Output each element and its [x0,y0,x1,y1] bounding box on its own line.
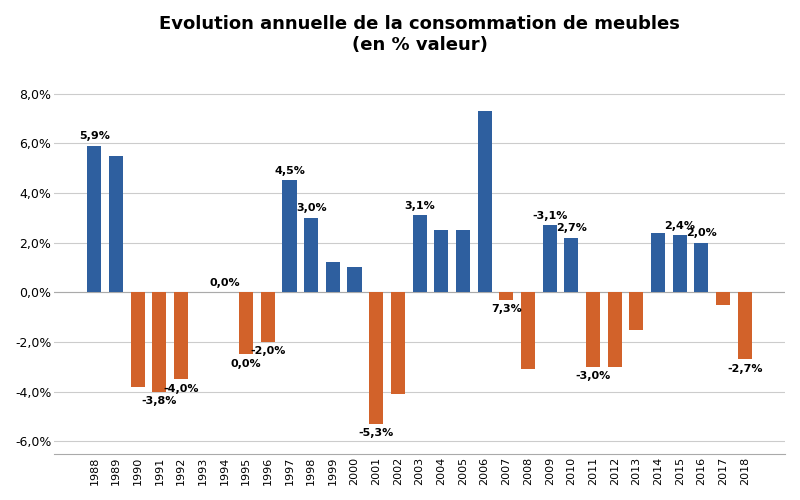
Text: 3,0%: 3,0% [296,204,326,214]
Text: -3,0%: -3,0% [575,372,610,382]
Text: 2,4%: 2,4% [664,220,695,230]
Bar [326,262,340,292]
Text: -2,7%: -2,7% [727,364,762,374]
Bar [239,292,254,354]
Bar [478,111,492,292]
Bar [130,292,145,386]
Text: 2,7%: 2,7% [556,223,586,233]
Bar [608,292,622,367]
Bar [456,230,470,292]
Bar [347,268,362,292]
Bar [282,180,297,292]
Bar [630,292,643,330]
Bar [673,235,686,292]
Bar [499,292,514,300]
Text: -3,1%: -3,1% [532,210,567,220]
Bar [716,292,730,304]
Bar [413,216,426,292]
Bar [174,292,188,380]
Bar [542,225,557,292]
Bar [261,292,275,342]
Text: 2,0%: 2,0% [686,228,717,238]
Bar [564,238,578,292]
Bar [369,292,383,424]
Bar [651,232,665,292]
Bar [87,146,102,292]
Text: -3,8%: -3,8% [142,396,177,406]
Text: -2,0%: -2,0% [250,346,286,356]
Title: Evolution annuelle de la consommation de meubles
(en % valeur): Evolution annuelle de la consommation de… [159,15,680,54]
Bar [391,292,405,394]
Text: 4,5%: 4,5% [274,166,305,176]
Text: 3,1%: 3,1% [404,201,435,211]
Bar [434,230,448,292]
Text: -4,0%: -4,0% [163,384,199,394]
Bar [153,292,166,392]
Text: 0,0%: 0,0% [209,278,240,288]
Text: -5,3%: -5,3% [358,428,394,438]
Text: 7,3%: 7,3% [491,304,522,314]
Text: 5,9%: 5,9% [79,131,110,141]
Bar [586,292,600,367]
Bar [109,156,123,292]
Text: 0,0%: 0,0% [231,359,262,369]
Bar [304,218,318,292]
Bar [738,292,752,360]
Bar [521,292,535,370]
Bar [694,242,709,292]
